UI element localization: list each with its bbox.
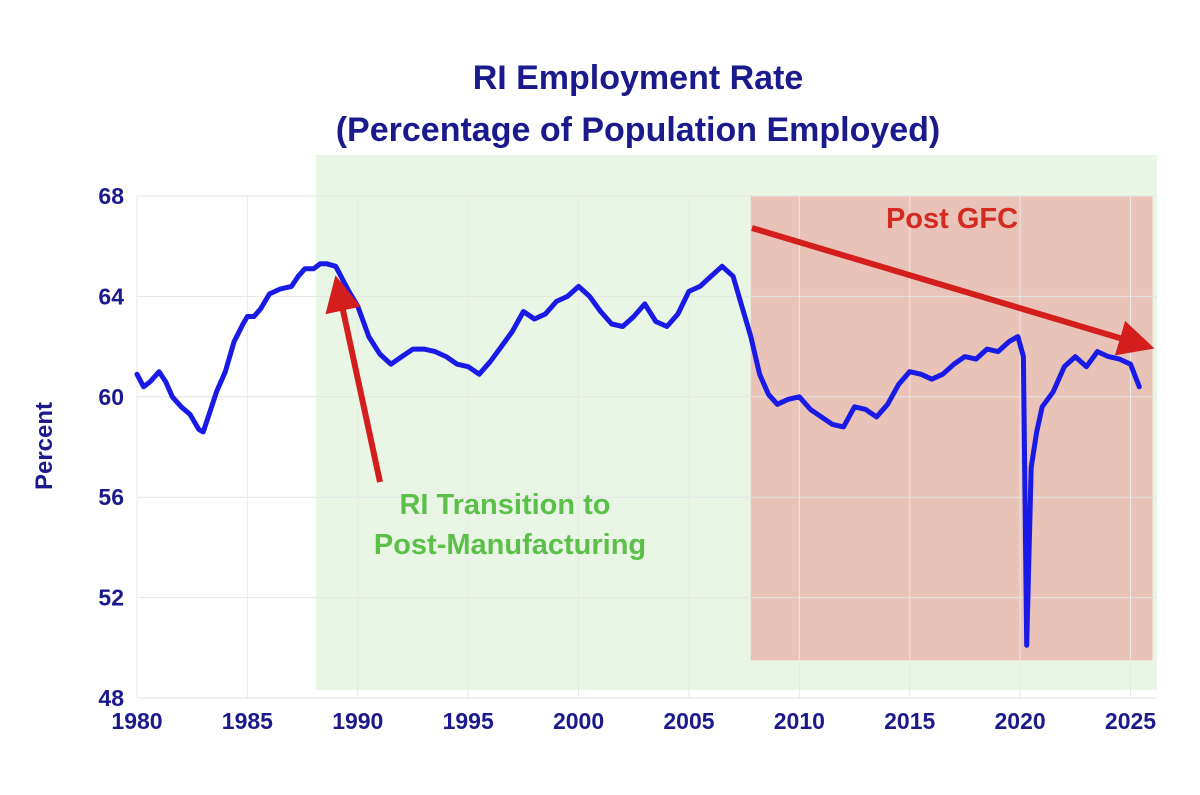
transition-label-line2: Post-Manufacturing [374,529,646,561]
x-tick-label: 2010 [774,708,825,734]
transition-label-line1: RI Transition to [399,489,610,521]
x-tick-label: 1980 [111,708,162,734]
y-tick-label: 52 [98,585,124,611]
x-tick-label: 2000 [553,708,604,734]
x-tick-label: 1995 [443,708,494,734]
x-tick-label: 1985 [222,708,273,734]
x-tick-label: 1990 [332,708,383,734]
shaded-regions [315,155,1157,690]
x-axis-ticks: 1980 1985 1990 1995 2000 2005 2010 2015 2020 2025 [111,708,1156,734]
y-tick-label: 56 [98,484,124,510]
y-tick-label: 64 [98,283,124,309]
post-gfc-label: Post GFC [886,203,1018,235]
x-tick-label: 2020 [995,708,1046,734]
chart-title: RI Employment Rate [473,59,804,97]
x-tick-label: 2025 [1105,708,1156,734]
employment-rate-line [134,261,1142,648]
transition-arrow [325,275,383,483]
y-tick-label: 48 [98,685,124,711]
y-tick-label: 68 [98,183,124,209]
post-gfc-band [750,196,1153,661]
post-gfc-trend-arrow [751,225,1155,356]
x-tick-label: 2005 [663,708,714,734]
y-tick-label: 60 [98,384,124,410]
y-axis-label: Percent [31,402,58,490]
chart-subtitle: (Percentage of Population Employed) [336,111,941,149]
y-axis-ticks: 48 52 56 60 64 68 [98,183,124,711]
x-tick-label: 2015 [884,708,935,734]
